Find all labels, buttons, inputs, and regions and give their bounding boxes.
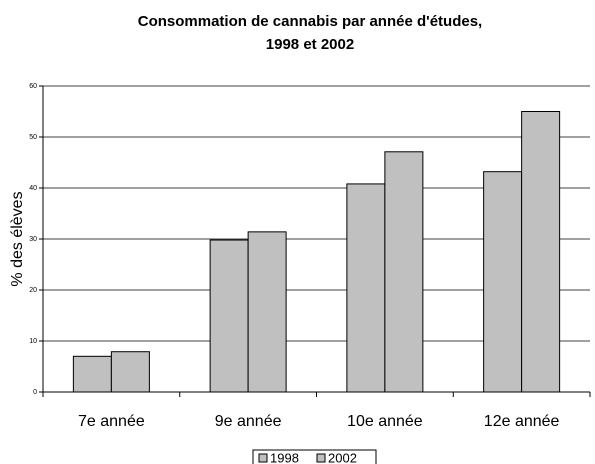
- y-tick-label: 10: [29, 338, 37, 345]
- x-tick-label: 10e année: [347, 413, 423, 430]
- y-tick-label: 60: [29, 83, 37, 90]
- legend-label: 1998: [270, 450, 299, 464]
- x-tick-label: 9e année: [215, 413, 282, 430]
- bar: [521, 111, 561, 393]
- y-tick-label: 20: [29, 287, 37, 294]
- bar: [483, 171, 523, 393]
- chart-title: Consommation de cannabis par année d'étu…: [138, 13, 482, 30]
- legend-swatch: [316, 453, 326, 463]
- y-tick-label: 0: [33, 389, 37, 396]
- bar: [72, 355, 112, 393]
- chart-title: 1998 et 2002: [266, 36, 354, 53]
- legend-swatch: [258, 453, 268, 463]
- bar: [384, 151, 424, 393]
- y-tick-label: 30: [29, 236, 37, 243]
- y-tick-label: 40: [29, 185, 37, 192]
- bar: [209, 239, 249, 393]
- legend-box: [252, 449, 377, 464]
- legend-label: 2002: [328, 450, 357, 464]
- bar: [110, 351, 150, 393]
- y-axis-label: % des élèves: [9, 191, 26, 286]
- bar: [346, 183, 386, 393]
- x-tick-label: 7e année: [78, 413, 145, 430]
- bar: [247, 231, 287, 393]
- x-tick-label: 12e année: [484, 413, 560, 430]
- y-tick-label: 50: [29, 134, 37, 141]
